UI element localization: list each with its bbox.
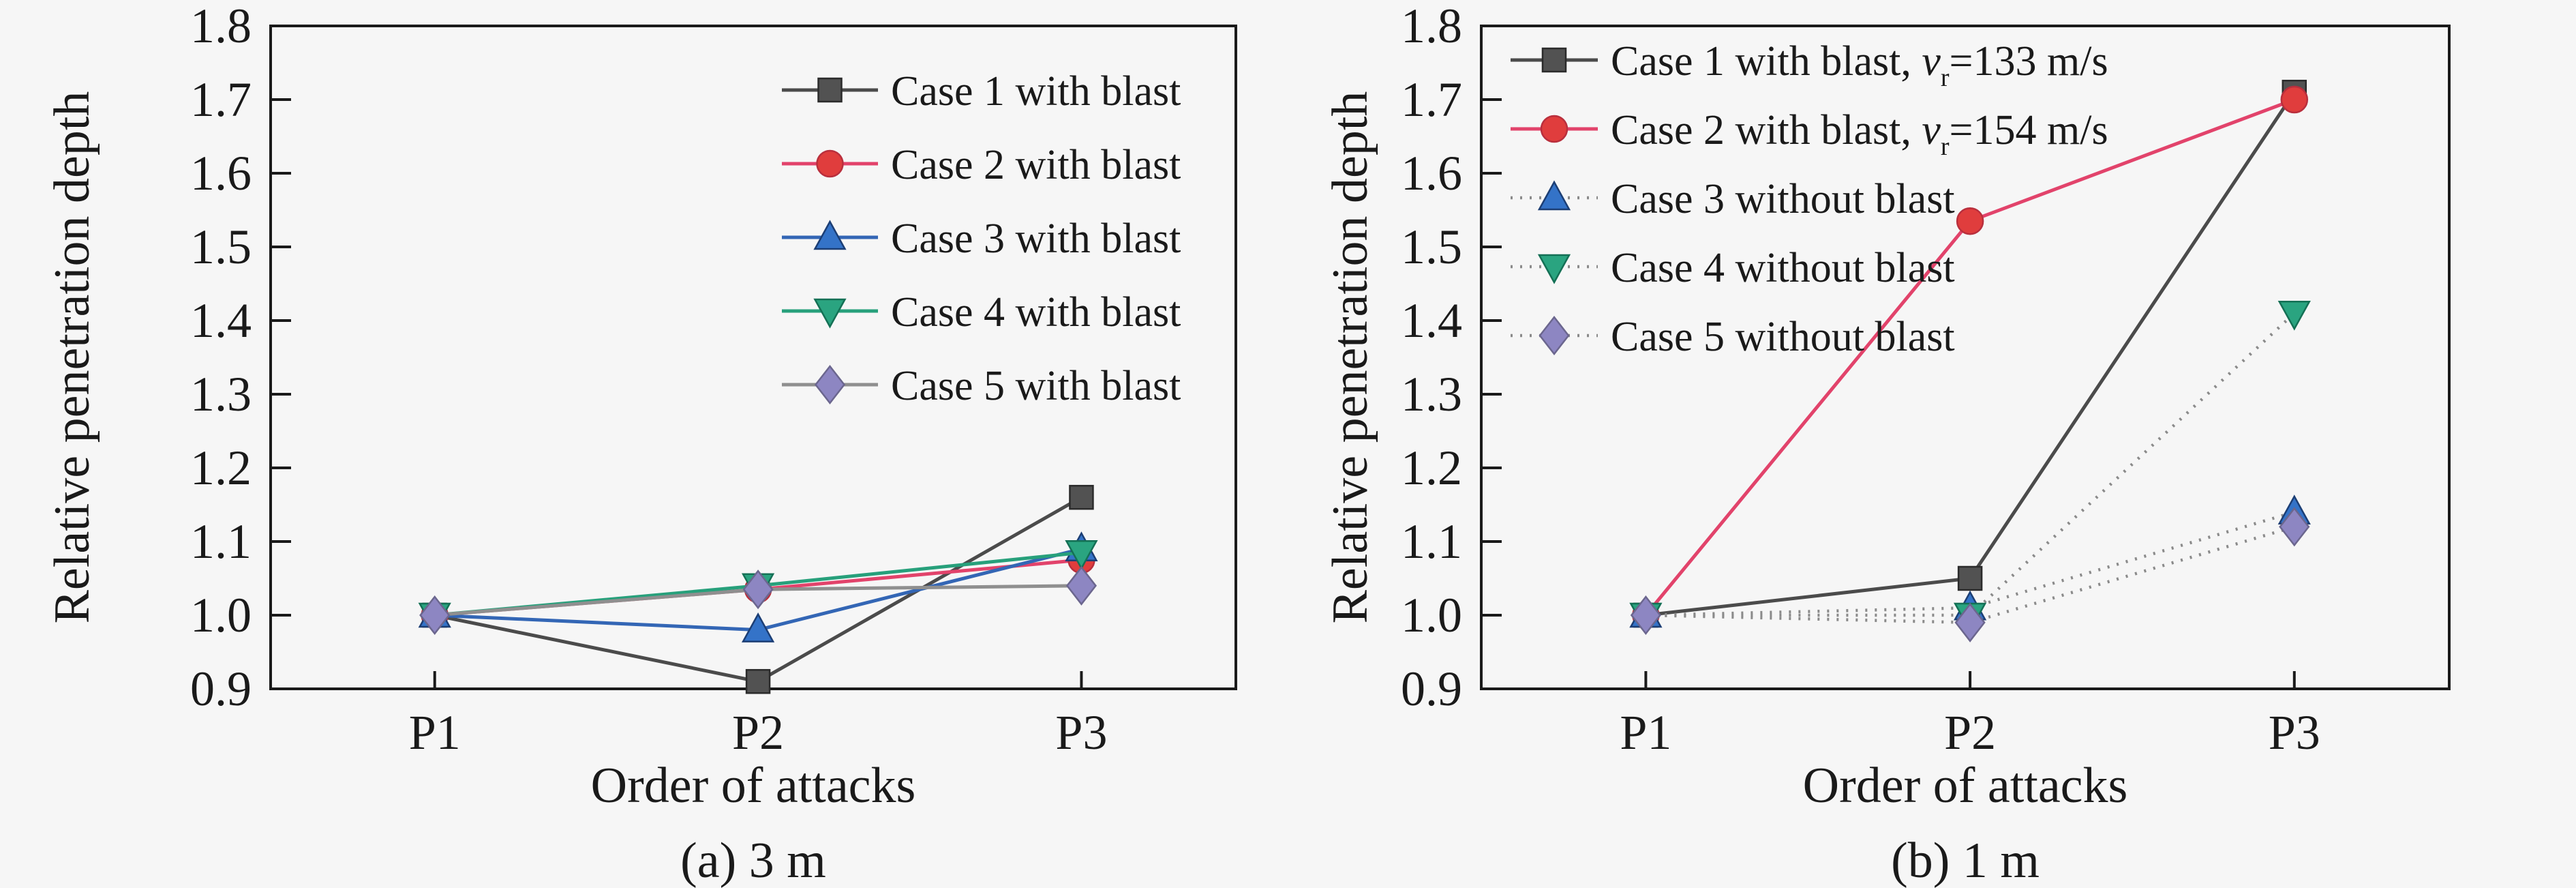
legend-label-2: Case 2 with blast [891,142,1181,188]
chart-panel-b: 0.9 1.0 1.1 1.2 1.3 1.4 1.5 1.6 1.7 1.8 P1 P2 P3 Orde… [1288,0,2576,888]
legend-label-2-part: Case 2 with blast, [1611,107,1922,153]
legend-triangle-up-icon [1537,180,1571,211]
series-5-marker-P1 [1630,595,1661,636]
legend-label-1-part: r [1941,63,1950,92]
x-tick-label: P2 [1944,705,1996,760]
legend-label-1: Case 1 with blast [891,68,1181,115]
legend-label-5-part: Case 5 without blast [1611,314,1955,360]
series-5-marker-P2 [742,569,774,610]
series-1-marker-P2 [745,668,771,694]
legend-circle-icon [1540,115,1569,143]
y-tick-label: 1.8 [1401,0,1462,53]
legend-triangle-down-icon [813,298,847,329]
x-axis-title: Order of attacks [1803,758,2128,814]
series-5-marker-P1 [419,595,451,636]
legend-label-3-part: Case 3 without blast [1611,176,1955,222]
legend-triangle-down-icon [1537,254,1571,284]
legend-circle-icon [816,149,844,178]
x-tick-label: P3 [1055,705,1107,760]
legend-label-1: Case 1 with blast, vr=133 m/s [1611,38,2108,92]
series-2-marker-P3 [2280,85,2309,114]
series-5-marker-P3 [1065,565,1097,606]
series-4-marker-P3 [1065,539,1098,570]
y-tick-label: 1.5 [190,220,252,274]
y-tick-label: 1.2 [190,441,252,495]
legend-label-2-part: Case 2 with blast [891,142,1181,188]
y-tick-label: 1.5 [1401,220,1462,274]
legend-label-2-part: r [1941,132,1950,161]
series-2-marker-P2 [1956,207,1984,235]
panel-caption: (a) 3 m [680,833,826,888]
legend-label-5: Case 5 without blast [1611,314,1955,360]
y-tick-label: 1.6 [1401,146,1462,201]
chart-b-1m: 0.9 1.0 1.1 1.2 1.3 1.4 1.5 1.6 1.7 1.8 P1 P2 P3 Orde… [1322,0,2451,888]
legend-label-1-part: Case 1 with blast [891,68,1181,115]
legend-label-5: Case 5 with blast [891,363,1181,409]
chart-panel-a: 0.9 1.0 1.1 1.2 1.3 1.4 1.5 1.6 1.7 1.8 P1 P2 P3 Orde… [44,0,1237,888]
legend-diamond-icon [1539,315,1570,356]
plot-frame [1480,25,2451,690]
x-tick-label: P1 [409,705,461,760]
legend-label-1-part: Case 1 with blast, [1611,38,1922,85]
legend-label-2-part: v [1922,107,1941,153]
series-1-marker-P3 [1069,484,1094,510]
x-axis-title: Order of attacks [591,758,916,814]
legend-diamond-icon [814,364,846,405]
x-tick-label: P2 [732,705,784,760]
y-tick-label: 1.1 [1401,514,1462,569]
legend-label-5-part: Case 5 with blast [891,363,1181,409]
y-tick-label: 0.9 [190,662,252,716]
chart-a-3m: 0.9 1.0 1.1 1.2 1.3 1.4 1.5 1.6 1.7 1.8 P1 P2 P3 Orde… [44,0,1237,888]
legend-label-3: Case 3 with blast [891,216,1181,262]
legend-label-1-part: =133 m/s [1950,38,2108,85]
legend-label-4-part: Case 4 without blast [1611,245,1955,291]
y-tick-label: 1.8 [190,0,252,53]
y-tick-label: 1.3 [190,367,252,421]
series-3-marker-P2 [741,612,775,642]
legend-label-2-part: =154 m/s [1950,107,2108,153]
series-5-marker-P2 [1954,602,1986,642]
x-tick-label: P1 [1620,705,1671,760]
legend-label-4-part: Case 4 with blast [891,289,1181,336]
y-tick-label: 1.0 [1401,588,1462,642]
legend-label-4: Case 4 without blast [1611,245,1955,291]
legend-label-1-part: v [1922,38,1941,85]
legend-label-3: Case 3 without blast [1611,176,1955,222]
x-tick-label: P3 [2269,705,2320,760]
legend-triangle-up-icon [813,220,847,250]
y-axis-title: Relative penetration depth [44,91,100,624]
legend-square-icon [1541,47,1567,73]
y-axis-title: Relative penetration depth [1322,91,1378,624]
legend-label-2: Case 2 with blast, vr=154 m/s [1611,107,2108,161]
legend-label-3-part: Case 3 with blast [891,216,1181,262]
y-tick-label: 1.0 [190,588,252,642]
y-tick-label: 1.1 [190,514,252,569]
legend-square-icon [817,77,843,103]
y-tick-label: 0.9 [1401,662,1462,716]
panel-caption: (b) 1 m [1891,833,2040,888]
y-tick-label: 1.3 [1401,367,1462,421]
y-tick-label: 1.2 [1401,441,1462,495]
y-tick-label: 1.6 [190,146,252,201]
legend-label-4: Case 4 with blast [891,289,1181,336]
series-4-marker-P3 [2277,300,2311,331]
series-1-marker-P2 [1957,565,1983,591]
y-tick-label: 1.7 [190,72,252,127]
series-5-marker-P3 [2279,507,2310,547]
y-tick-label: 1.7 [1401,72,1462,127]
y-tick-label: 1.4 [190,293,252,348]
y-tick-label: 1.4 [1401,293,1462,348]
